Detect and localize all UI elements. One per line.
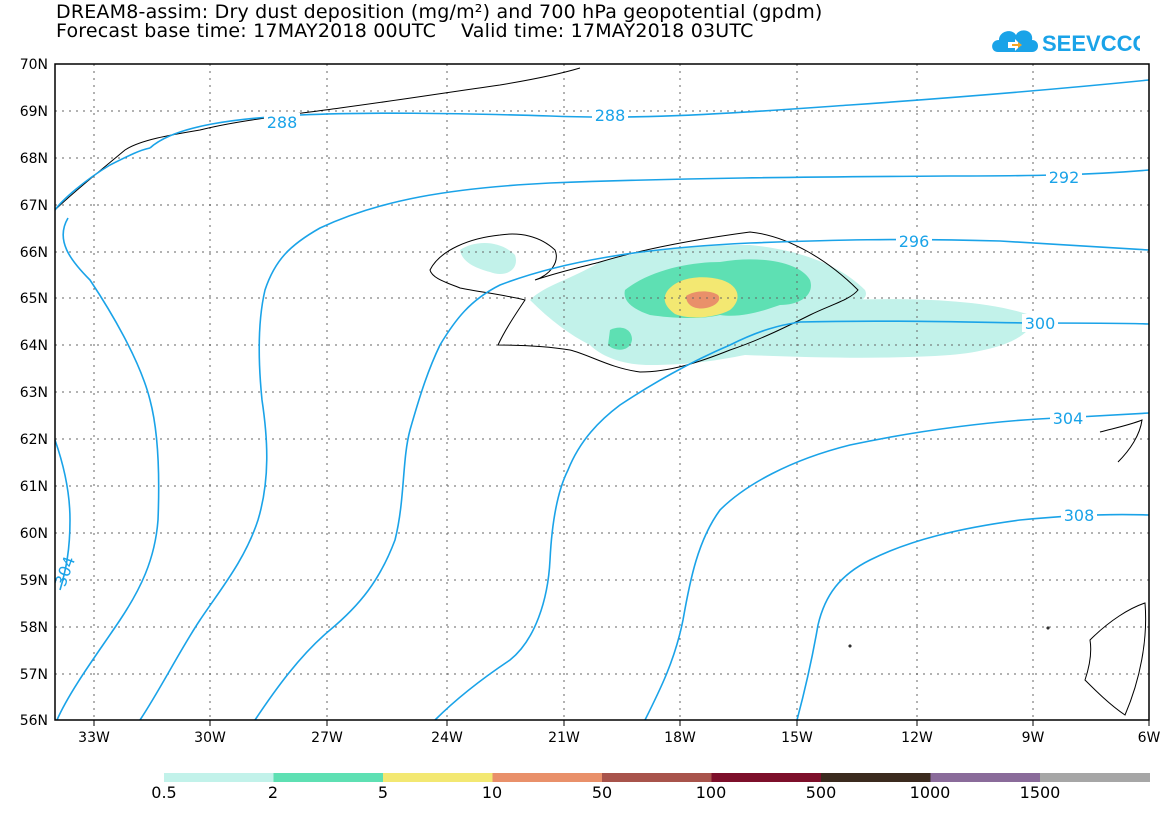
colorbar-label: 500 [805,783,837,802]
cloud-icon [992,30,1038,52]
faroe-coast [1099,419,1143,463]
contour-300 [434,320,1150,721]
colorbar-swatch [1040,773,1150,782]
lon-label: 30W [194,730,226,746]
lat-label: 59N [20,573,48,589]
lat-label: 68N [20,151,48,167]
colorbar [164,773,1150,782]
lat-label: 62N [20,432,48,448]
colorbar-swatch [383,773,493,782]
lat-lon-grid [55,64,1149,720]
iceland-coast [429,231,859,373]
dust-level-10 [686,291,720,309]
contour-304-west [54,439,71,591]
lon-label: 12W [901,730,933,746]
coastlines [54,67,1147,716]
lat-label: 66N [20,245,48,261]
scotland-coast [1084,602,1147,716]
dust-level-0-5-west [460,243,516,275]
dust-level-2-south [608,327,632,350]
lat-label: 56N [20,713,48,729]
contour-label: 296 [899,232,930,251]
colorbar-label: 50 [591,783,613,802]
lon-label: 9W [1022,730,1045,746]
contour-label: 292 [1049,168,1080,187]
latitude-labels: 70N 69N 68N 67N 66N 65N 64N 63N 62N 61N … [20,57,48,729]
lat-label: 69N [20,104,48,120]
lat-label: 61N [20,479,48,495]
colorbar-label: 10 [481,783,503,802]
greenland-coast [54,67,581,211]
dust-deposition-shading [460,243,1032,365]
map-frame [54,63,1150,721]
colorbar-swatch [492,773,603,782]
lat-label: 60N [20,526,48,542]
lat-label: 65N [20,291,48,307]
geopotential-contours [54,79,1150,721]
lon-label: 24W [431,730,463,746]
map-subtitle: Forecast base time: 17MAY2018 00UTC Vali… [56,20,754,42]
colorbar-swatch [711,773,822,782]
lon-label: 27W [311,730,343,746]
lon-label: 6W [1138,730,1161,746]
colorbar-label: 0.5 [151,783,177,802]
lat-label: 67N [20,198,48,214]
colorbar-swatch [930,773,1041,782]
seevccc-logo: SEEVCCC [992,30,1140,56]
colorbar-label: 2 [267,783,279,802]
lon-label: 33W [78,730,110,746]
logo-text: SEEVCCC [1042,31,1140,56]
contour-label: 300 [1025,314,1056,333]
colorbar-label: 5 [377,783,389,802]
lat-label: 57N [20,667,48,683]
axis-ticks [93,720,1150,726]
colorbar-swatch [273,773,384,782]
island-dot [1046,626,1050,630]
lon-label: 21W [548,730,580,746]
lat-label: 63N [20,385,48,401]
colorbar-swatch [164,773,274,782]
lat-label: 70N [20,57,48,73]
colorbar-label: 1000 [909,783,951,802]
contour-288-west [54,147,151,211]
contour-label: 288 [267,113,298,132]
contour-label: 288 [595,106,626,125]
colorbar-label: 100 [695,783,727,802]
longitude-labels: 33W 30W 27W 24W 21W 18W 15W 12W 9W 6W [78,730,1160,746]
lat-label: 58N [20,620,48,636]
colorbar-swatch [821,773,931,782]
map-title: DREAM8-assim: Dry dust deposition (mg/m²… [56,1,823,23]
contour-label: 308 [1064,506,1095,525]
contour-left-1 [56,217,160,721]
colorbar-swatch [602,773,712,782]
contour-292 [139,169,1150,721]
contour-308 [796,513,1150,721]
contour-296 [254,238,1150,721]
contour-labels: 288 288 292 296 300 304 308 304 [51,106,1097,589]
contour-label: 304 [1053,409,1084,428]
lon-label: 18W [664,730,696,746]
lon-label: 15W [781,730,813,746]
colorbar-label: 1500 [1019,783,1061,802]
island-dot [848,644,852,648]
lat-label: 64N [20,338,48,354]
